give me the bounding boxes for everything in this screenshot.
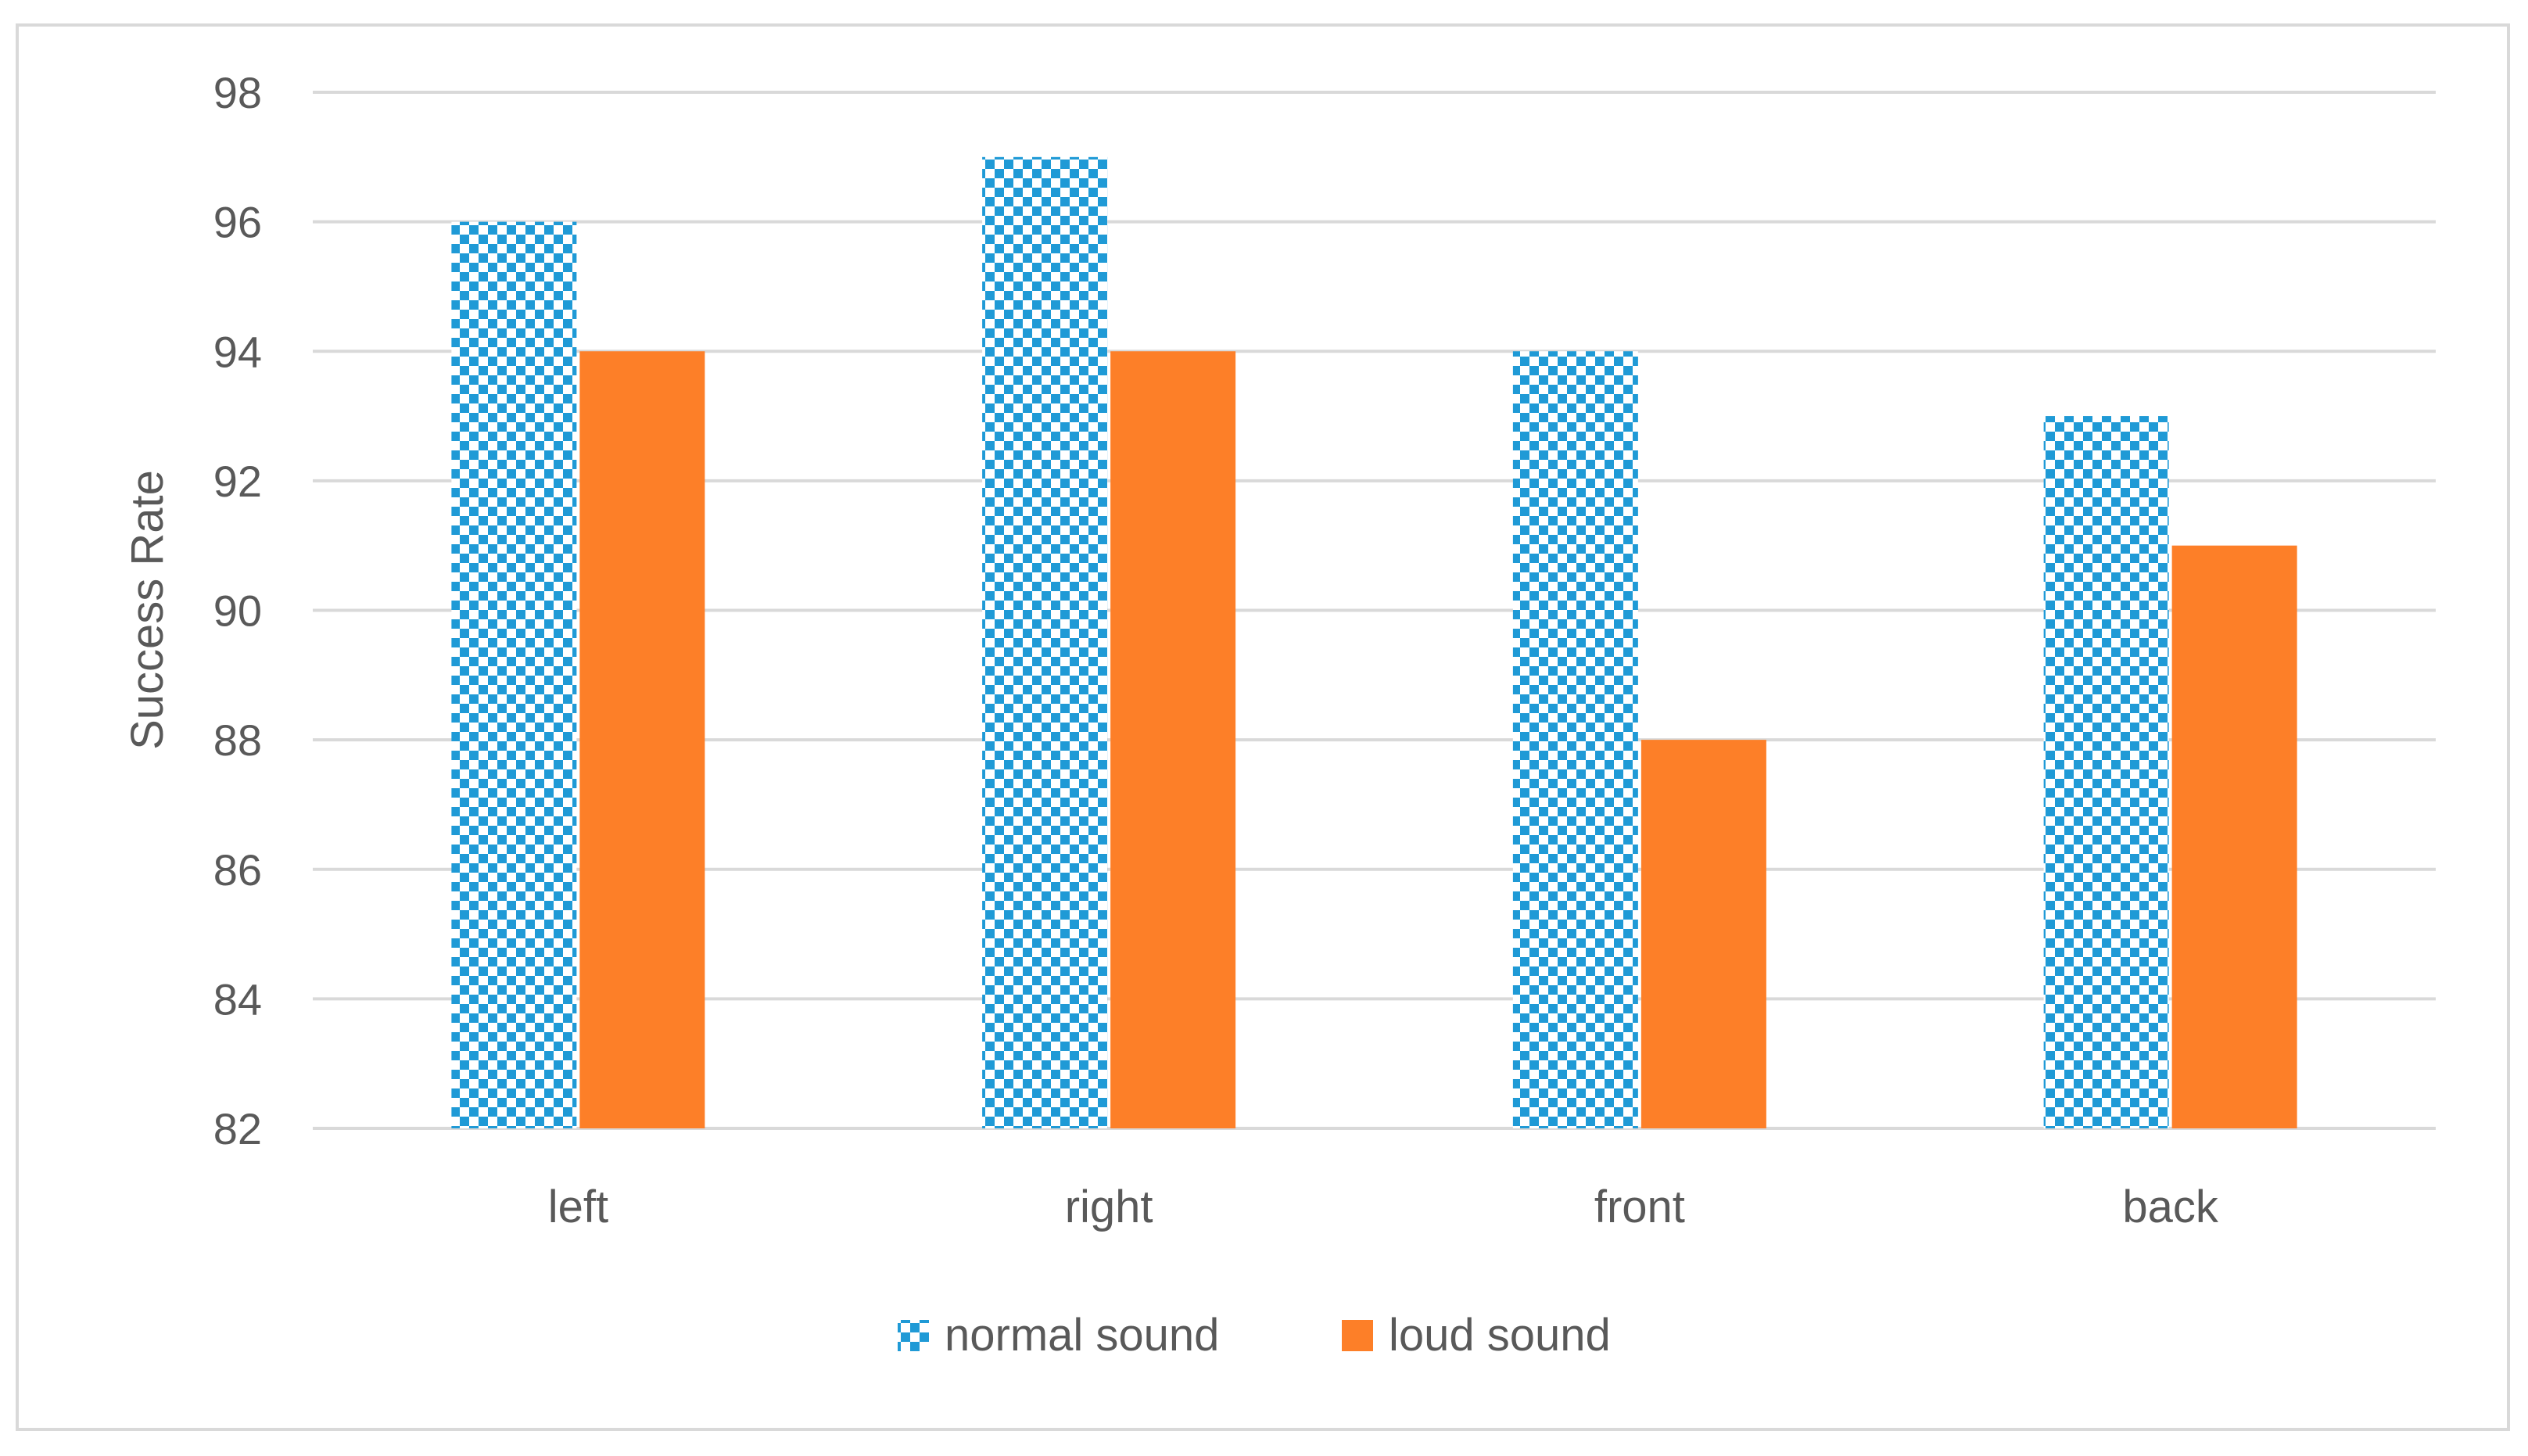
- y-tick-label: 96: [213, 198, 262, 247]
- y-tick-label: 98: [213, 68, 262, 117]
- legend-swatch-normal: [898, 1320, 929, 1351]
- bar-normal-left: [451, 221, 577, 1128]
- x-tick-label: left: [548, 1182, 608, 1232]
- y-axis-label: Success Rate: [122, 470, 173, 750]
- y-tick-label: 84: [213, 974, 262, 1024]
- x-tick-label: front: [1594, 1182, 1685, 1232]
- legend-swatch-loud: [1342, 1320, 1373, 1351]
- x-tick-label: back: [2122, 1182, 2219, 1232]
- bar-normal-right: [982, 156, 1108, 1128]
- y-tick-label: 90: [213, 586, 262, 636]
- x-tick-label: right: [1065, 1182, 1153, 1232]
- legend-label: loud sound: [1389, 1310, 1611, 1361]
- bar-loud-left: [579, 351, 705, 1128]
- bar-normal-front: [1512, 351, 1638, 1128]
- legend: normal sound loud sound: [898, 1310, 1611, 1361]
- legend-label: normal sound: [945, 1310, 1219, 1361]
- bars: [451, 156, 2297, 1128]
- y-tick-label: 82: [213, 1104, 262, 1153]
- bar-loud-right: [1110, 351, 1236, 1128]
- x-axis-ticks: left right front back: [548, 1182, 2219, 1232]
- y-tick-label: 92: [213, 457, 262, 506]
- y-tick-label: 94: [213, 327, 262, 376]
- bar-normal-back: [2043, 416, 2169, 1128]
- bar-loud-front: [1641, 740, 1766, 1128]
- bar-loud-back: [2171, 545, 2297, 1128]
- y-tick-label: 86: [213, 845, 262, 895]
- y-axis-ticks: 82 84 86 88 90 92 94 96 98: [213, 68, 262, 1153]
- y-tick-label: 88: [213, 715, 262, 765]
